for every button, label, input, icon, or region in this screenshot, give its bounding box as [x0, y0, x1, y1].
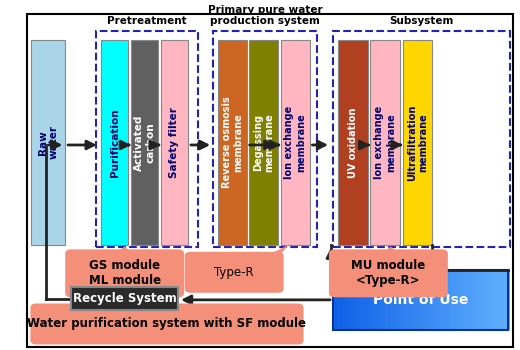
- FancyBboxPatch shape: [434, 270, 439, 330]
- FancyBboxPatch shape: [342, 270, 347, 330]
- FancyBboxPatch shape: [443, 270, 448, 330]
- FancyBboxPatch shape: [368, 270, 374, 330]
- FancyBboxPatch shape: [394, 270, 400, 330]
- FancyBboxPatch shape: [486, 270, 492, 330]
- Text: Primary pure water
production system: Primary pure water production system: [208, 5, 322, 26]
- FancyBboxPatch shape: [477, 270, 483, 330]
- FancyBboxPatch shape: [161, 40, 188, 245]
- FancyBboxPatch shape: [490, 270, 497, 330]
- Text: Ion exchange
membrane: Ion exchange membrane: [284, 106, 306, 179]
- FancyBboxPatch shape: [482, 270, 488, 330]
- Polygon shape: [115, 247, 134, 253]
- Text: Ion exchange
membrane: Ion exchange membrane: [374, 106, 396, 179]
- FancyBboxPatch shape: [469, 270, 475, 330]
- FancyBboxPatch shape: [338, 40, 368, 245]
- Text: Ultrafiltration
membrane: Ultrafiltration membrane: [407, 104, 428, 181]
- Text: Type-R: Type-R: [214, 266, 254, 279]
- FancyBboxPatch shape: [381, 270, 387, 330]
- FancyBboxPatch shape: [337, 270, 343, 330]
- FancyBboxPatch shape: [473, 270, 479, 330]
- Text: Recycle System: Recycle System: [73, 292, 177, 305]
- FancyBboxPatch shape: [346, 270, 352, 330]
- FancyBboxPatch shape: [451, 270, 457, 330]
- FancyBboxPatch shape: [65, 250, 184, 297]
- FancyBboxPatch shape: [504, 270, 510, 330]
- FancyBboxPatch shape: [30, 303, 304, 344]
- Polygon shape: [261, 245, 289, 273]
- FancyBboxPatch shape: [403, 270, 409, 330]
- FancyBboxPatch shape: [429, 270, 435, 330]
- FancyBboxPatch shape: [350, 270, 356, 330]
- Text: Point of Use: Point of Use: [373, 293, 468, 307]
- FancyBboxPatch shape: [390, 270, 396, 330]
- FancyBboxPatch shape: [425, 270, 431, 330]
- Text: MU module
<Type-R>: MU module <Type-R>: [352, 259, 425, 287]
- FancyBboxPatch shape: [249, 40, 278, 245]
- FancyBboxPatch shape: [385, 270, 392, 330]
- FancyBboxPatch shape: [421, 270, 426, 330]
- FancyBboxPatch shape: [464, 270, 470, 330]
- Text: Pretreatment: Pretreatment: [107, 16, 187, 26]
- FancyBboxPatch shape: [71, 287, 178, 310]
- FancyBboxPatch shape: [460, 270, 466, 330]
- FancyBboxPatch shape: [412, 270, 418, 330]
- Text: Water purification system with SF module: Water purification system with SF module: [28, 317, 306, 330]
- FancyBboxPatch shape: [28, 14, 513, 346]
- FancyBboxPatch shape: [407, 270, 413, 330]
- FancyBboxPatch shape: [281, 40, 309, 245]
- FancyBboxPatch shape: [101, 40, 128, 245]
- FancyBboxPatch shape: [447, 270, 452, 330]
- Text: Safety filter: Safety filter: [170, 107, 179, 178]
- FancyBboxPatch shape: [456, 270, 461, 330]
- FancyBboxPatch shape: [359, 270, 365, 330]
- FancyBboxPatch shape: [399, 270, 405, 330]
- FancyBboxPatch shape: [355, 270, 361, 330]
- FancyBboxPatch shape: [416, 270, 422, 330]
- Text: GS module
ML module: GS module ML module: [88, 259, 161, 287]
- Polygon shape: [382, 247, 399, 253]
- FancyBboxPatch shape: [495, 270, 501, 330]
- FancyBboxPatch shape: [363, 270, 369, 330]
- FancyBboxPatch shape: [499, 270, 505, 330]
- FancyBboxPatch shape: [372, 270, 378, 330]
- Text: Purification: Purification: [110, 108, 120, 177]
- FancyBboxPatch shape: [376, 270, 383, 330]
- Text: Activated
carbon: Activated carbon: [134, 114, 155, 170]
- FancyBboxPatch shape: [402, 40, 433, 245]
- Text: UV oxidation: UV oxidation: [348, 107, 358, 177]
- Text: Degassing
membrane: Degassing membrane: [253, 113, 275, 172]
- Text: Raw
water: Raw water: [37, 125, 59, 159]
- Text: Subsystem: Subsystem: [389, 16, 453, 26]
- FancyBboxPatch shape: [131, 40, 158, 245]
- FancyBboxPatch shape: [218, 40, 247, 245]
- FancyBboxPatch shape: [31, 40, 65, 245]
- FancyBboxPatch shape: [333, 270, 339, 330]
- FancyBboxPatch shape: [438, 270, 444, 330]
- FancyBboxPatch shape: [329, 250, 448, 297]
- FancyBboxPatch shape: [370, 40, 400, 245]
- Text: Reverse osmosis
membrane: Reverse osmosis membrane: [222, 97, 243, 188]
- FancyBboxPatch shape: [185, 252, 283, 293]
